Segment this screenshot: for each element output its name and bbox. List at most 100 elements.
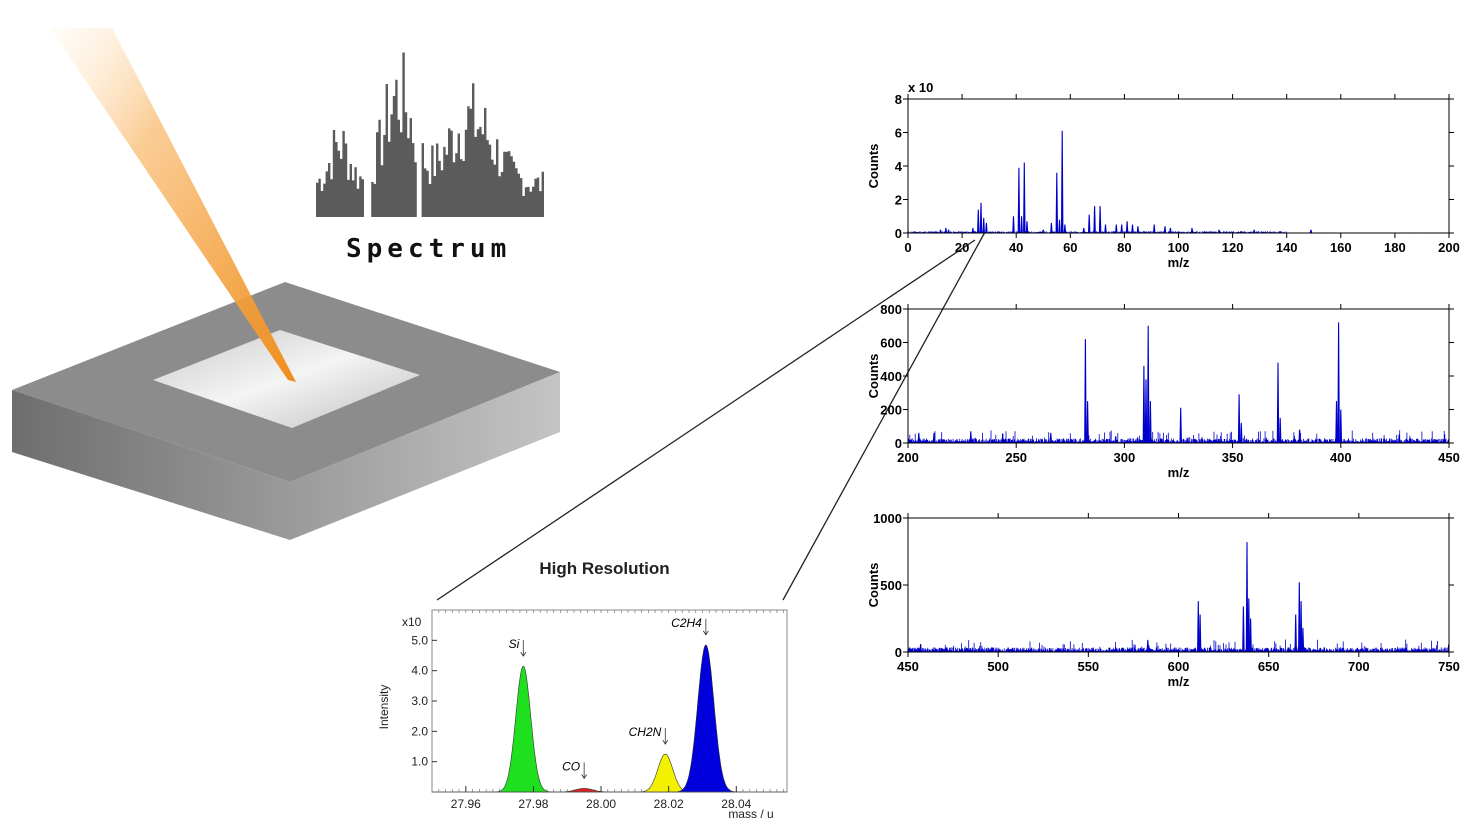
sample-surface bbox=[153, 330, 420, 428]
x-tick-label: 160 bbox=[1330, 240, 1352, 255]
peak bbox=[1093, 206, 1096, 234]
peak bbox=[1098, 206, 1102, 234]
x-tick-label: 250 bbox=[1005, 450, 1027, 465]
plot-frame bbox=[907, 308, 1450, 444]
peak bbox=[1198, 614, 1202, 653]
peak bbox=[932, 432, 936, 444]
x-tick-label: 180 bbox=[1384, 240, 1406, 255]
peak bbox=[1060, 130, 1064, 234]
x-tick-label: 350 bbox=[1222, 450, 1244, 465]
y-tick-label: 500 bbox=[880, 578, 902, 593]
x-tick-label: 450 bbox=[1438, 450, 1460, 465]
peak bbox=[1020, 216, 1023, 234]
substrate-front bbox=[12, 390, 290, 540]
x-tick-label: 28.02 bbox=[654, 797, 684, 811]
y-tick-label: 5.0 bbox=[411, 633, 428, 647]
peak-label: CO bbox=[562, 759, 580, 773]
x-tick-label: 0 bbox=[904, 240, 911, 255]
ion-beam bbox=[50, 28, 296, 382]
substrate-side bbox=[290, 372, 560, 540]
y-axis-label: Counts bbox=[866, 563, 881, 608]
y-tick-label: 8 bbox=[895, 92, 902, 107]
plot-frame bbox=[907, 517, 1450, 653]
peak bbox=[1087, 214, 1091, 234]
peak bbox=[1298, 582, 1301, 653]
x-tick-label: 700 bbox=[1348, 659, 1370, 674]
peak-label: CH2N bbox=[629, 725, 662, 739]
x-tick-label: 28.04 bbox=[721, 797, 751, 811]
y-tick-label: 400 bbox=[880, 369, 902, 384]
x-tick-label: 120 bbox=[1222, 240, 1244, 255]
y-multiplier: x10 bbox=[402, 615, 422, 629]
y-tick-label: 200 bbox=[880, 403, 902, 418]
peak bbox=[1339, 409, 1343, 444]
peak bbox=[1299, 601, 1303, 653]
peak bbox=[1142, 365, 1146, 444]
peak-arrow bbox=[581, 762, 587, 780]
peak bbox=[1146, 639, 1150, 653]
x-tick-label: 200 bbox=[897, 450, 919, 465]
x-tick-label: 300 bbox=[1114, 450, 1136, 465]
x-tick-label: 40 bbox=[1009, 240, 1023, 255]
peak bbox=[1276, 362, 1280, 444]
peak bbox=[1146, 325, 1150, 444]
peak bbox=[1190, 227, 1194, 234]
x-tick-label: 28.00 bbox=[586, 797, 616, 811]
x-axis-label: mass / u bbox=[728, 807, 773, 821]
peak bbox=[977, 209, 980, 234]
x-tick-label: 400 bbox=[1330, 450, 1352, 465]
peak-area bbox=[665, 644, 747, 793]
y-tick-label: 6 bbox=[895, 126, 902, 141]
y-tick-label: 4 bbox=[895, 159, 903, 174]
peak bbox=[1335, 401, 1338, 444]
peak bbox=[1055, 172, 1059, 234]
x-axis-label: m/z bbox=[1168, 255, 1190, 270]
y-tick-label: 0 bbox=[895, 436, 902, 451]
peak bbox=[1120, 224, 1123, 234]
peak bbox=[1249, 618, 1252, 653]
peak-area bbox=[541, 788, 627, 793]
peak-arrow bbox=[703, 618, 709, 636]
peak-label: C2H4 bbox=[671, 616, 702, 630]
x-tick-label: 500 bbox=[987, 659, 1009, 674]
peak bbox=[1104, 224, 1107, 234]
x-tick-label: 450 bbox=[897, 659, 919, 674]
peak-area bbox=[486, 665, 561, 793]
peak bbox=[1012, 216, 1015, 234]
y-tick-label: 1000 bbox=[873, 511, 902, 526]
peak bbox=[1245, 542, 1249, 653]
peak bbox=[1397, 434, 1401, 444]
peak-arrow bbox=[520, 640, 527, 657]
y-tick-label: 600 bbox=[880, 336, 902, 351]
x-tick-label: 750 bbox=[1438, 659, 1460, 674]
y-axis-label: Intensity bbox=[377, 685, 391, 730]
mass-spectrum-chart-450-750: 450 500 550 600 650 700 750 0 500 1000 m/z Counts bbox=[866, 511, 1460, 689]
peak bbox=[1086, 401, 1089, 444]
y-tick-label: 0 bbox=[895, 645, 902, 660]
high-resolution-title: High Resolution bbox=[539, 559, 669, 578]
peak bbox=[985, 222, 988, 234]
plot-frame bbox=[431, 609, 788, 793]
x-axis-label: m/z bbox=[1168, 674, 1190, 689]
high-resolution-chart: High Resolution Si CO CH2N C2H4 27.96 27.98 28.… bbox=[377, 559, 788, 821]
peak bbox=[1082, 227, 1086, 234]
x-tick-label: 100 bbox=[1168, 240, 1190, 255]
y-tick-label: 0 bbox=[895, 226, 902, 241]
x-tick-label: 200 bbox=[1438, 240, 1460, 255]
y-axis-label: Counts bbox=[866, 144, 881, 189]
plot-frame bbox=[907, 98, 1450, 234]
peak bbox=[1023, 162, 1026, 234]
x-tick-label: 550 bbox=[1077, 659, 1099, 674]
peak bbox=[1114, 436, 1118, 444]
peak bbox=[1115, 224, 1118, 234]
peak bbox=[1240, 422, 1243, 444]
peak-arrow bbox=[662, 728, 669, 745]
peak bbox=[1152, 224, 1156, 234]
zoom-line-left bbox=[436, 239, 976, 601]
peak bbox=[1149, 401, 1152, 444]
y-tick-label: 2.0 bbox=[411, 724, 428, 738]
y-tick-label: 1.0 bbox=[411, 755, 428, 769]
peak bbox=[1337, 322, 1340, 444]
